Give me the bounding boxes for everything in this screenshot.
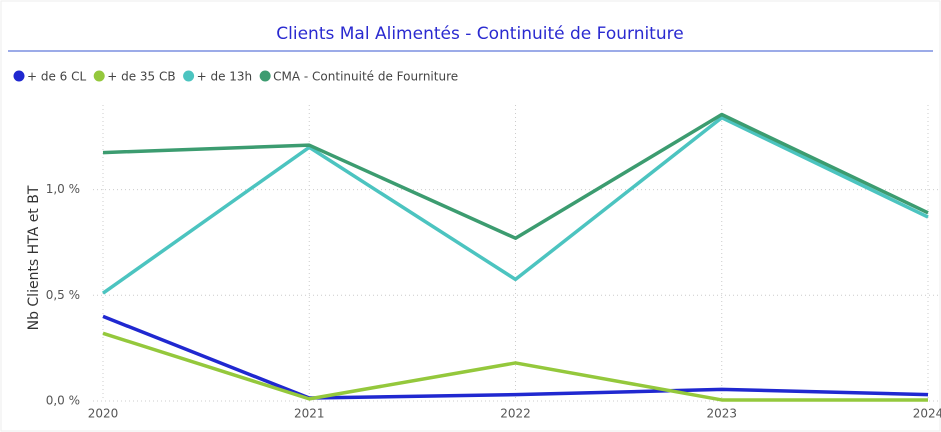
legend-swatch <box>13 70 25 82</box>
series-line <box>101 115 929 295</box>
y-axis-label: Nb Clients HTA et BT <box>26 185 42 330</box>
legend-swatch <box>259 70 271 82</box>
chart-title: Clients Mal Alimentés - Continuité de Fo… <box>276 24 683 44</box>
y-tick-label: 0,5 % <box>46 288 80 302</box>
x-tick-label: 2023 <box>706 407 737 421</box>
series-line <box>102 331 928 402</box>
x-tick-label: 2022 <box>500 407 531 421</box>
x-tick-label: 2024 <box>913 407 941 421</box>
legend-label: + de 6 CL <box>27 70 87 84</box>
series-line <box>102 314 929 400</box>
y-tick-label: 0,0 % <box>46 394 80 408</box>
x-tick-label: 2020 <box>88 407 119 421</box>
x-tick-label: 2021 <box>294 407 325 421</box>
series-line <box>102 112 929 240</box>
legend-label: + de 13h <box>197 70 253 84</box>
legend-swatch <box>93 70 105 82</box>
y-tick-label: 1,0 % <box>46 182 80 196</box>
legend-swatch <box>183 70 195 82</box>
legend-label: + de 35 CB <box>107 70 175 84</box>
legend-label: CMA - Continuité de Fourniture <box>273 70 458 84</box>
